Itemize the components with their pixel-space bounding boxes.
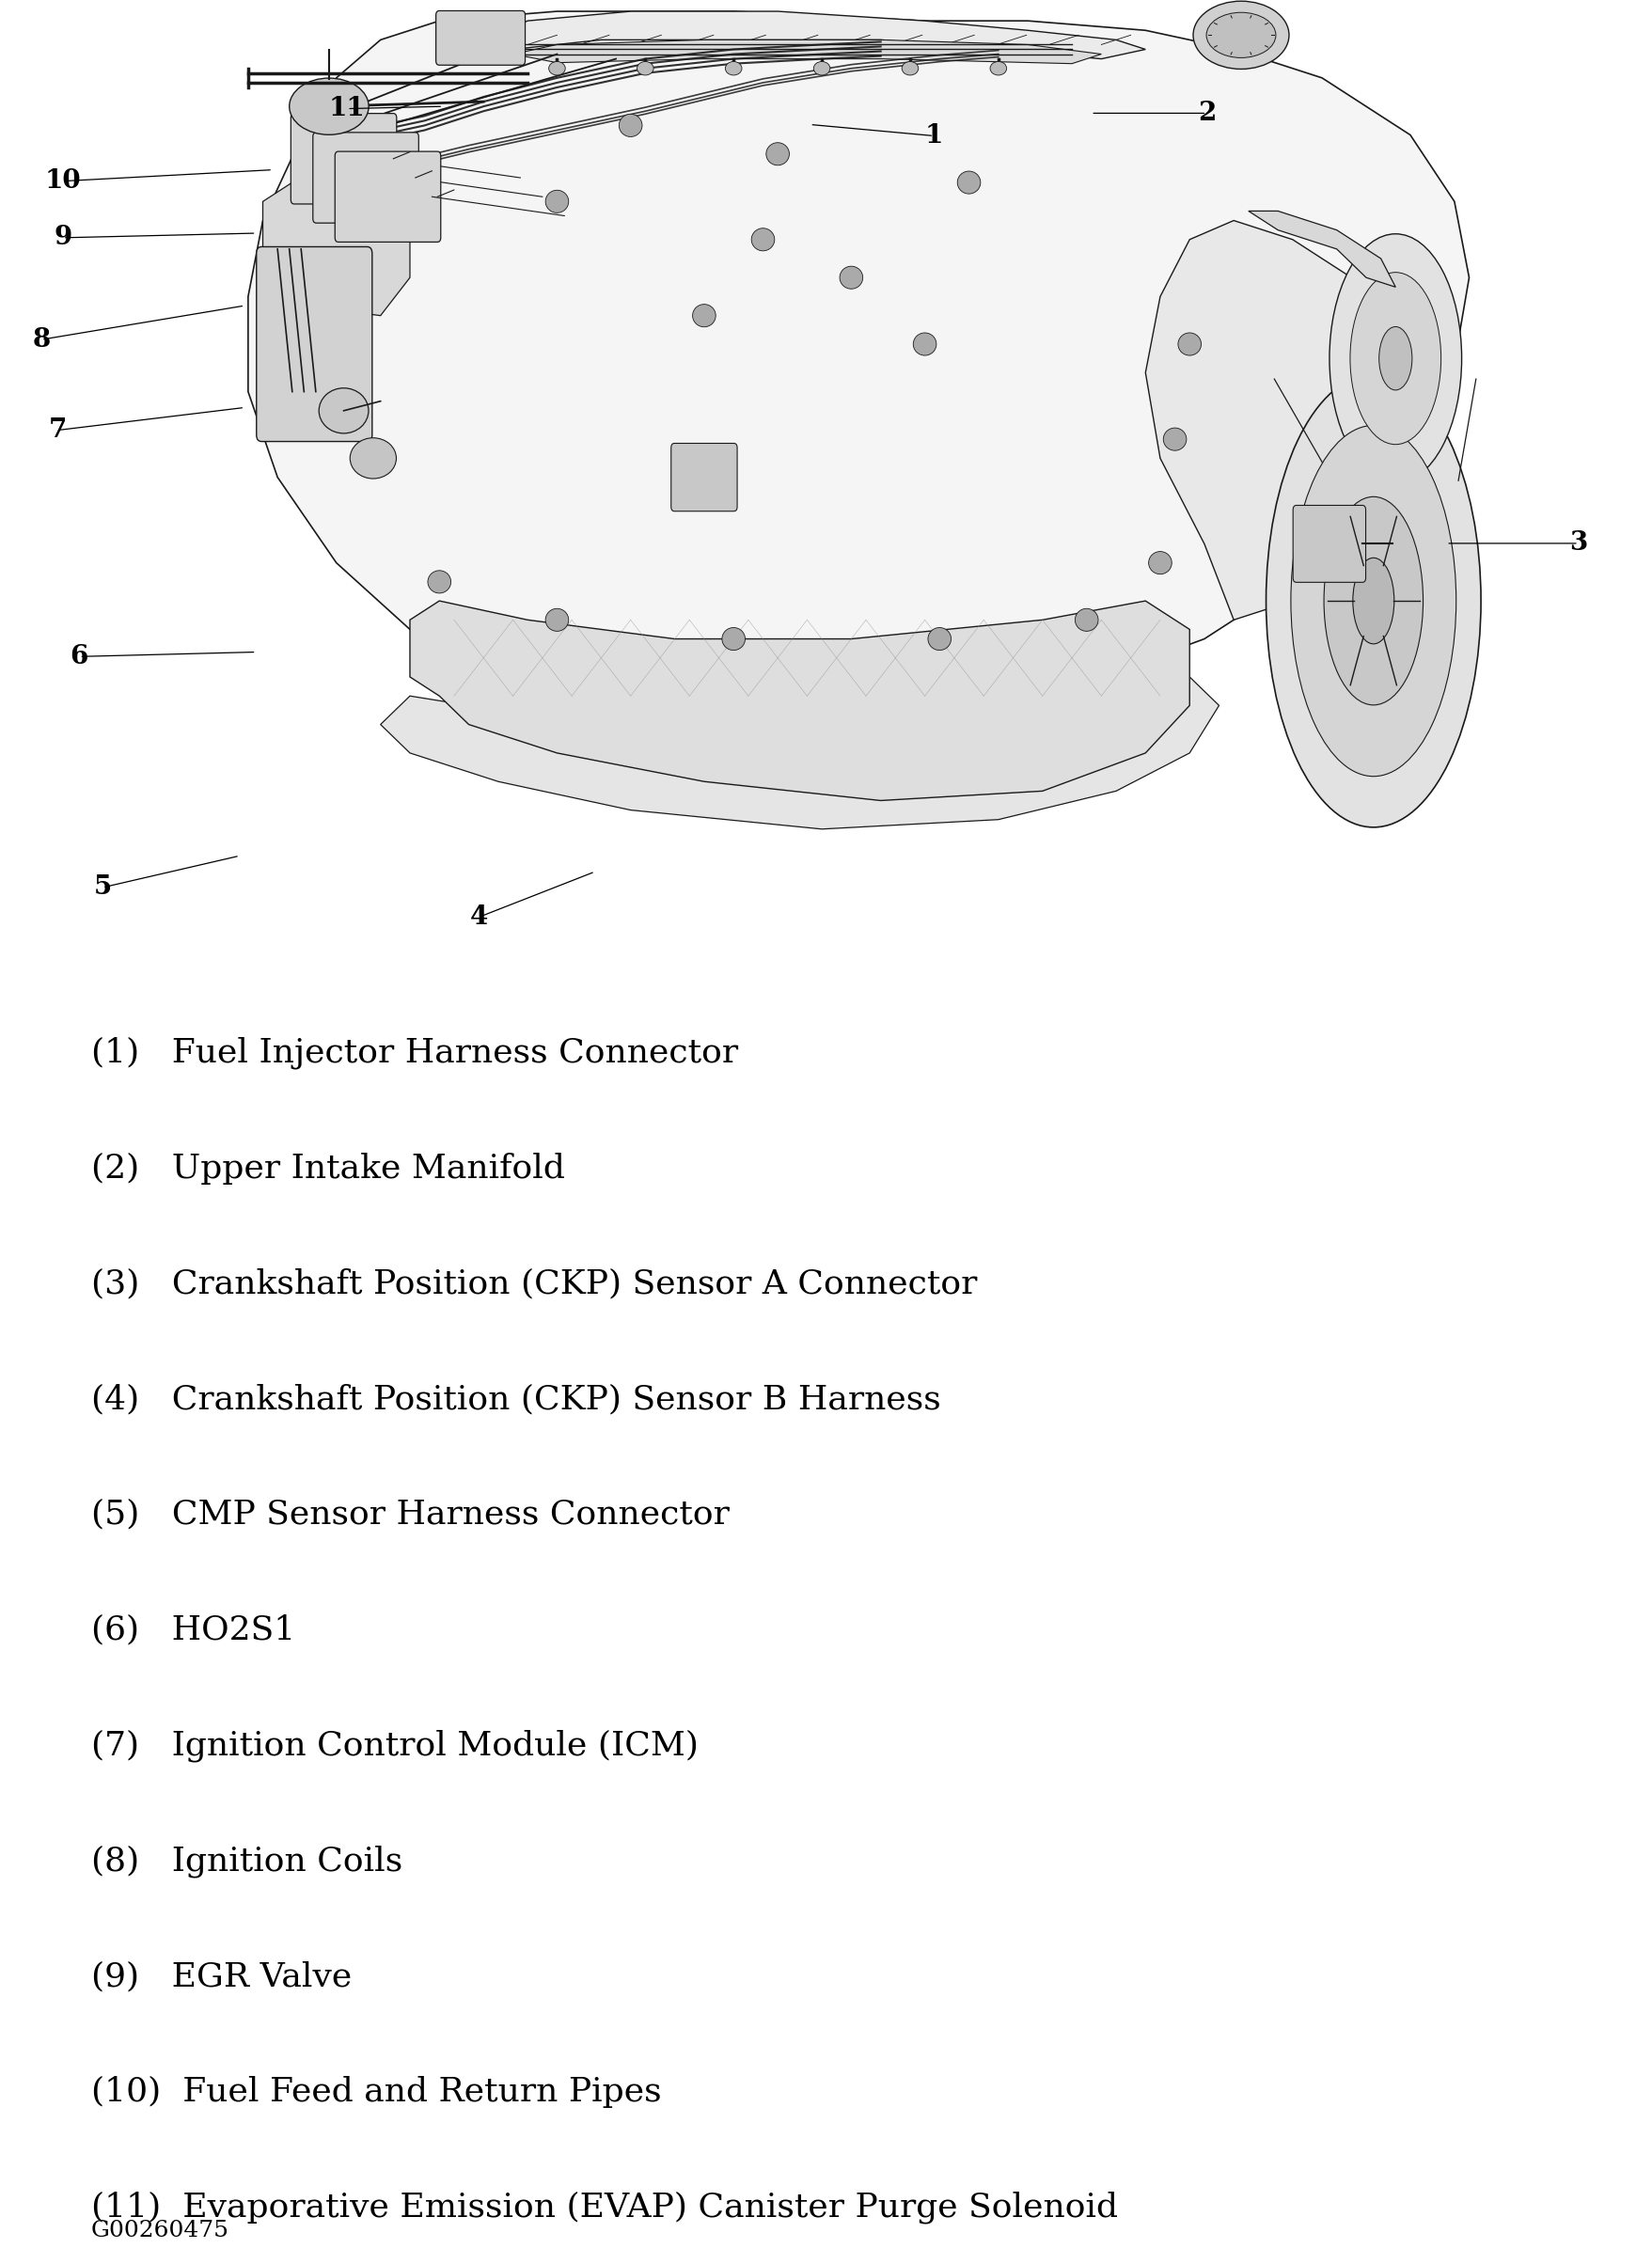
Ellipse shape xyxy=(1265,374,1480,826)
Text: 5: 5 xyxy=(94,874,111,901)
Ellipse shape xyxy=(1206,14,1275,57)
Ellipse shape xyxy=(752,229,775,251)
Polygon shape xyxy=(263,172,410,315)
Ellipse shape xyxy=(428,571,451,593)
Text: (11)  Evaporative Emission (EVAP) Canister Purge Solenoid: (11) Evaporative Emission (EVAP) Caniste… xyxy=(91,2192,1117,2223)
Text: (7)   Ignition Control Module (ICM): (7) Ignition Control Module (ICM) xyxy=(91,1730,697,1761)
Polygon shape xyxy=(482,11,1145,59)
Text: (8)   Ignition Coils: (8) Ignition Coils xyxy=(91,1845,401,1877)
Ellipse shape xyxy=(692,303,715,326)
Text: 6: 6 xyxy=(69,643,89,670)
Ellipse shape xyxy=(1178,333,1201,355)
FancyBboxPatch shape xyxy=(1292,505,1365,582)
FancyBboxPatch shape xyxy=(291,113,396,204)
Ellipse shape xyxy=(1074,609,1097,632)
Polygon shape xyxy=(380,677,1219,829)
Ellipse shape xyxy=(839,267,862,290)
Text: (3)   Crankshaft Position (CKP) Sensor A Connector: (3) Crankshaft Position (CKP) Sensor A C… xyxy=(91,1268,976,1300)
Ellipse shape xyxy=(765,143,790,165)
FancyBboxPatch shape xyxy=(256,247,372,441)
Text: (1)   Fuel Injector Harness Connector: (1) Fuel Injector Harness Connector xyxy=(91,1037,737,1069)
Ellipse shape xyxy=(1193,2,1289,68)
Text: (9)   EGR Valve: (9) EGR Valve xyxy=(91,1961,352,1992)
Text: 9: 9 xyxy=(55,224,71,251)
Text: 11: 11 xyxy=(329,95,365,122)
Polygon shape xyxy=(248,11,1469,715)
Text: 3: 3 xyxy=(1569,530,1586,557)
Ellipse shape xyxy=(722,627,745,650)
Ellipse shape xyxy=(1328,233,1460,482)
Text: 10: 10 xyxy=(45,168,81,195)
Text: (5)   CMP Sensor Harness Connector: (5) CMP Sensor Harness Connector xyxy=(91,1499,729,1530)
Text: G00260475: G00260475 xyxy=(91,2219,230,2241)
Ellipse shape xyxy=(545,609,568,632)
FancyBboxPatch shape xyxy=(671,444,737,512)
Polygon shape xyxy=(1247,211,1394,288)
Ellipse shape xyxy=(927,627,950,650)
Ellipse shape xyxy=(912,333,937,355)
Ellipse shape xyxy=(636,61,653,75)
Ellipse shape xyxy=(1148,552,1171,575)
FancyBboxPatch shape xyxy=(436,11,525,66)
Text: 8: 8 xyxy=(33,326,50,353)
Text: 1: 1 xyxy=(923,122,943,149)
Ellipse shape xyxy=(1163,428,1186,451)
Ellipse shape xyxy=(545,190,568,213)
Ellipse shape xyxy=(289,77,368,134)
Text: (10)  Fuel Feed and Return Pipes: (10) Fuel Feed and Return Pipes xyxy=(91,2076,661,2108)
Ellipse shape xyxy=(990,61,1006,75)
Ellipse shape xyxy=(813,61,829,75)
Ellipse shape xyxy=(350,437,396,478)
Ellipse shape xyxy=(1323,496,1422,704)
Ellipse shape xyxy=(902,61,919,75)
Ellipse shape xyxy=(1351,557,1393,643)
Ellipse shape xyxy=(1350,272,1441,444)
Ellipse shape xyxy=(725,61,742,75)
Ellipse shape xyxy=(1290,426,1455,777)
Ellipse shape xyxy=(957,172,980,195)
Text: 4: 4 xyxy=(471,903,487,931)
Text: 2: 2 xyxy=(1196,100,1216,127)
Text: 7: 7 xyxy=(48,417,68,444)
FancyBboxPatch shape xyxy=(335,152,441,242)
Ellipse shape xyxy=(1378,326,1411,389)
Polygon shape xyxy=(1145,220,1409,620)
Ellipse shape xyxy=(618,113,641,136)
Text: (6)   HO2S1: (6) HO2S1 xyxy=(91,1614,296,1646)
FancyBboxPatch shape xyxy=(312,131,418,224)
Polygon shape xyxy=(410,600,1189,801)
Polygon shape xyxy=(512,41,1100,63)
Text: (4)   Crankshaft Position (CKP) Sensor B Harness: (4) Crankshaft Position (CKP) Sensor B H… xyxy=(91,1383,940,1415)
Ellipse shape xyxy=(548,61,565,75)
Text: (2)   Upper Intake Manifold: (2) Upper Intake Manifold xyxy=(91,1152,565,1184)
Ellipse shape xyxy=(319,387,368,432)
